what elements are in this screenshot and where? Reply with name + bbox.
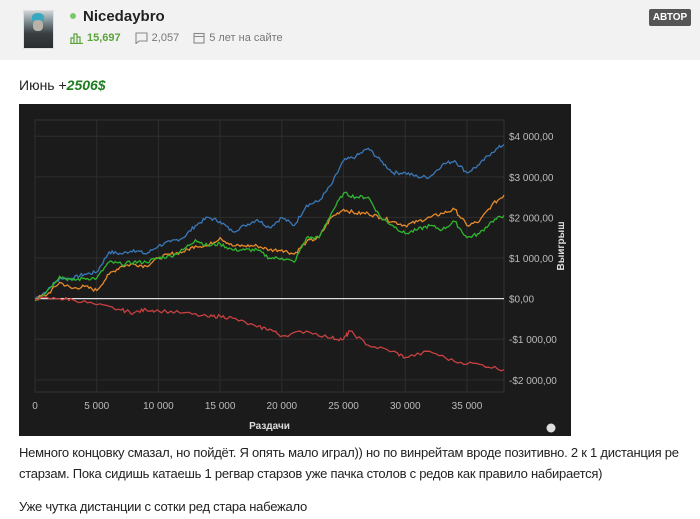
calendar-icon — [193, 32, 205, 44]
y-tick-label: $0,00 — [509, 295, 534, 306]
series-line-1 — [34, 194, 505, 300]
rating-icon — [70, 32, 83, 44]
chart-svg: 0 5 000 10 000 15 000 20 000 25 000 30 000 35 0… — [32, 119, 567, 433]
y-tick-label: $2 000,00 — [509, 213, 554, 224]
info-icon[interactable] — [546, 423, 556, 433]
author-comments-count: 2,057 — [151, 32, 180, 44]
title-amount: 2506$ — [66, 77, 106, 93]
x-tick-label: 0 — [32, 401, 38, 412]
plot-area — [34, 119, 505, 393]
author-header: Nicedaybro 15,697 2,057 5 лет на сайте А… — [0, 0, 700, 60]
post-paragraph-line: старзам. Пока сидишь катаешь 1 регвар ст… — [19, 466, 603, 481]
author-stats: 15,697 2,057 5 лет на сайте — [70, 32, 297, 44]
series-line-2 — [34, 191, 505, 302]
x-axis-label: Раздачи — [249, 421, 290, 432]
x-tick-label: 15 000 — [205, 401, 236, 412]
username-link[interactable]: Nicedaybro — [83, 8, 165, 25]
author-badge: АВТОР — [649, 9, 691, 26]
title-prefix: Июнь + — [19, 77, 67, 93]
y-tick-label: $4 000,00 — [509, 132, 554, 143]
series-line-0 — [34, 143, 505, 300]
x-tick-label: 35 000 — [452, 401, 483, 412]
comments-icon — [135, 32, 148, 44]
avatar[interactable] — [23, 10, 54, 49]
author-site-age: 5 лет на сайте — [209, 32, 283, 44]
x-tick-label: 5 000 — [84, 401, 109, 412]
post-paragraph: Уже чутка дистанции с сотки ред стара на… — [19, 499, 307, 514]
x-tick-label: 25 000 — [328, 401, 359, 412]
post-paragraph-line: Немного концовку смазал, но пойдёт. Я оп… — [19, 445, 679, 460]
y-tick-label: $3 000,00 — [509, 173, 554, 184]
x-tick-label: 10 000 — [143, 401, 174, 412]
y-tick-label: $1 000,00 — [509, 254, 554, 265]
series-line-3 — [34, 296, 505, 372]
online-indicator — [70, 13, 76, 19]
author-rating: 15,697 — [87, 32, 121, 44]
x-tick-label: 30 000 — [390, 401, 421, 412]
post-title: Июнь +2506$ — [19, 77, 106, 93]
y-axis-label: Выигрыш — [556, 221, 567, 270]
winnings-chart: 0 5 000 10 000 15 000 20 000 25 000 30 000 35 0… — [19, 104, 571, 436]
y-tick-label: -$1 000,00 — [509, 335, 557, 346]
x-tick-label: 20 000 — [267, 401, 298, 412]
y-tick-label: -$2 000,00 — [509, 376, 557, 387]
